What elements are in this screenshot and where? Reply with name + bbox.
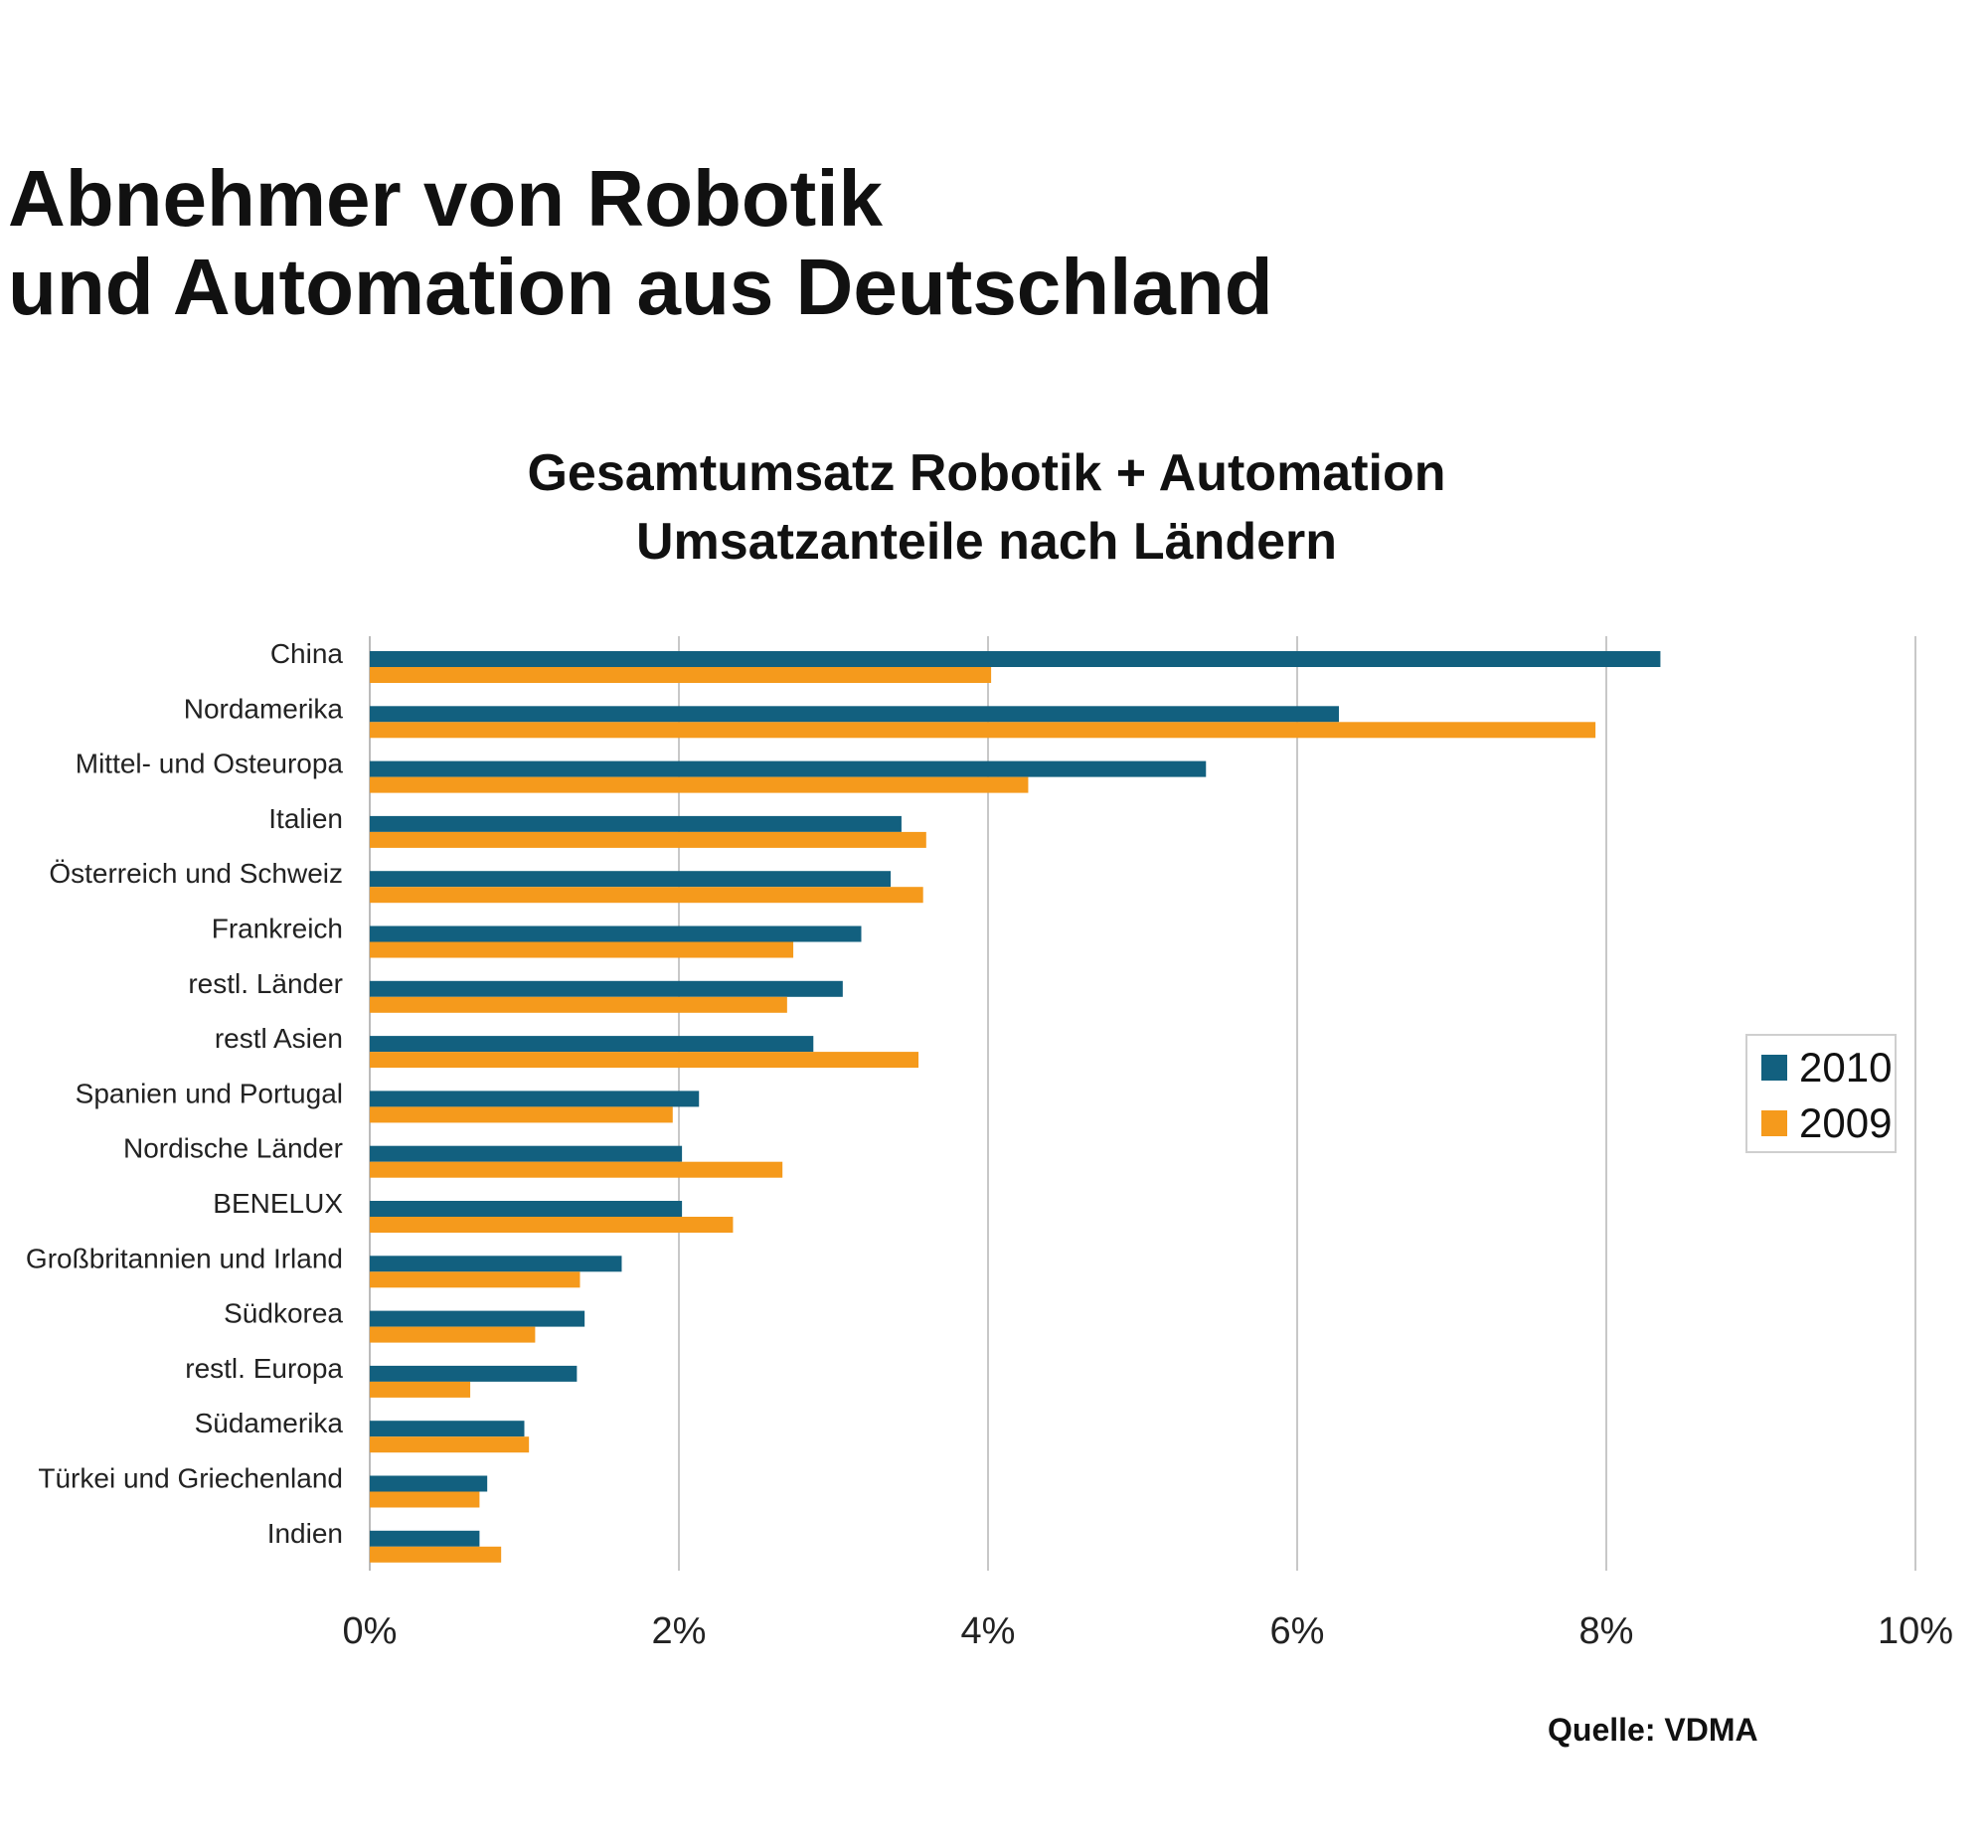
bar-2010 xyxy=(370,1256,622,1272)
category-label: Österreich und Schweiz xyxy=(49,858,343,889)
legend-swatch-2010 xyxy=(1761,1055,1787,1081)
bar-2010 xyxy=(370,1036,814,1053)
bar-2009 xyxy=(370,1436,530,1453)
bar-2010 xyxy=(370,1145,683,1162)
bar-2010 xyxy=(370,815,902,832)
bar-2009 xyxy=(370,722,1596,739)
bar-2009 xyxy=(370,667,992,683)
legend-item-2010: 2010 xyxy=(1761,1044,1892,1092)
category-label: China xyxy=(270,638,344,669)
bar-2009 xyxy=(370,1161,783,1178)
x-tick-label: 4% xyxy=(961,1610,1016,1652)
bar-2010 xyxy=(370,1310,585,1327)
bar-2010 xyxy=(370,980,843,997)
category-label: Italien xyxy=(268,803,343,834)
bar-2010 xyxy=(370,1475,488,1492)
legend-item-2009: 2009 xyxy=(1761,1099,1892,1147)
bar-2010 xyxy=(370,871,892,888)
category-label: Frankreich xyxy=(212,914,343,944)
x-tick-label: 8% xyxy=(1579,1610,1634,1652)
bar-2009 xyxy=(370,941,794,958)
bar-2009 xyxy=(370,1491,480,1508)
bar-2010 xyxy=(370,925,862,942)
bar-2009 xyxy=(370,996,787,1013)
source-note: Quelle: VDMA xyxy=(1548,1712,1758,1748)
x-tick-label: 10% xyxy=(1878,1610,1953,1652)
bar-2010 xyxy=(370,760,1207,777)
bar-2009 xyxy=(370,1052,919,1069)
category-label: Indien xyxy=(267,1518,343,1549)
bar-2009 xyxy=(370,831,926,848)
category-label: restl. Länder xyxy=(188,968,343,999)
bar-2010 xyxy=(370,1421,525,1437)
bar-2010 xyxy=(370,1091,700,1107)
bar-2010 xyxy=(370,1530,480,1547)
bar-2010 xyxy=(370,1365,578,1382)
category-label: Nordamerika xyxy=(184,693,344,724)
category-label: Großbritannien und Irland xyxy=(26,1243,343,1273)
bar-2009 xyxy=(370,1217,734,1233)
legend-label-2010: 2010 xyxy=(1799,1044,1893,1091)
bar-chart: 0% 2% 4% 6% 8% 10% China Nordamerika Mittel- und… xyxy=(26,636,1953,1652)
legend-label-2009: 2009 xyxy=(1799,1099,1893,1146)
chart-legend: 2010 2009 xyxy=(1745,1034,1897,1153)
category-label: restl. Europa xyxy=(185,1353,343,1384)
x-tick-label: 0% xyxy=(343,1610,398,1652)
category-label: BENELUX xyxy=(213,1188,343,1219)
main-title: Abnehmer von Robotik und Automation aus … xyxy=(8,154,1273,331)
main-title-line-1: Abnehmer von Robotik xyxy=(8,154,884,243)
bar-2009 xyxy=(370,1546,502,1563)
legend-swatch-2009 xyxy=(1761,1110,1787,1136)
bar-2009 xyxy=(370,1271,580,1288)
bar-2009 xyxy=(370,887,923,904)
bar-2009 xyxy=(370,776,1029,793)
main-title-line-2: und Automation aus Deutschland xyxy=(8,243,1273,331)
chart-title: Gesamtumsatz Robotik + Automation Umsatz… xyxy=(368,439,1605,577)
x-tick-label: 2% xyxy=(652,1610,707,1652)
category-label: Südamerika xyxy=(195,1408,344,1438)
chart-subtitle: Umsatzanteile nach Ländern xyxy=(635,513,1338,571)
bar-2010 xyxy=(370,1201,683,1217)
bar-2010 xyxy=(370,651,1661,667)
x-tick-label: 6% xyxy=(1270,1610,1325,1652)
category-label: Mittel- und Osteuropa xyxy=(76,749,344,779)
category-label: restl Asien xyxy=(215,1023,343,1054)
category-label: Türkei und Griechenland xyxy=(38,1463,343,1494)
category-label: Nordische Länder xyxy=(123,1133,343,1164)
bar-2009 xyxy=(370,1326,536,1343)
bar-2009 xyxy=(370,1381,471,1398)
bar-2010 xyxy=(370,706,1339,723)
category-label: Südkorea xyxy=(224,1298,343,1329)
chart-title-line-1: Gesamtumsatz Robotik + Automation xyxy=(527,444,1446,502)
category-label: Spanien und Portugal xyxy=(76,1078,343,1108)
bar-2009 xyxy=(370,1106,673,1123)
